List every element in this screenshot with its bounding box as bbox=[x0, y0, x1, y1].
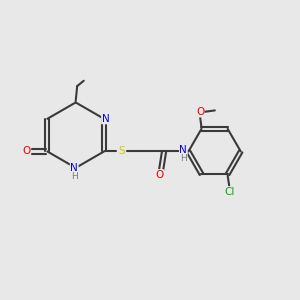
Text: O: O bbox=[196, 107, 204, 117]
Text: O: O bbox=[155, 170, 164, 180]
Text: N: N bbox=[70, 163, 78, 173]
Text: H: H bbox=[180, 154, 187, 163]
Text: N: N bbox=[179, 145, 187, 155]
Text: S: S bbox=[118, 146, 125, 157]
Text: N: N bbox=[102, 114, 110, 124]
Text: H: H bbox=[71, 172, 78, 181]
Text: O: O bbox=[22, 146, 30, 157]
Text: Cl: Cl bbox=[224, 187, 234, 197]
